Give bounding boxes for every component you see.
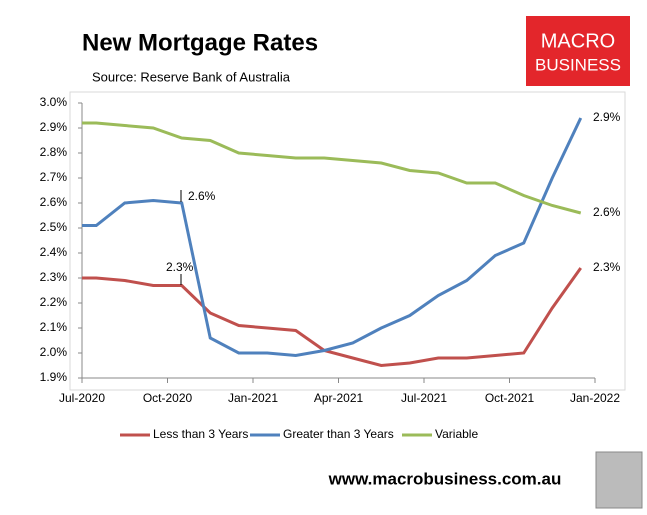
chart-subtitle: Source: Reserve Bank of Australia <box>92 69 291 84</box>
x-tick-label: Oct-2021 <box>485 391 535 405</box>
y-tick-label: 3.0% <box>40 95 68 109</box>
chart-title: New Mortgage Rates <box>82 29 318 56</box>
y-tick-label: 2.2% <box>40 295 68 309</box>
legend-label: Greater than 3 Years <box>283 427 394 441</box>
annotation: 2.6% <box>188 189 216 203</box>
plot-frame <box>69 91 626 391</box>
website: www.macrobusiness.com.au <box>328 469 562 488</box>
x-tick-label: Jan-2021 <box>228 391 278 405</box>
y-tick-label: 2.1% <box>40 320 68 334</box>
legend-label: Variable <box>435 427 478 441</box>
series-line <box>82 117 583 358</box>
y-tick-label: 2.5% <box>40 220 68 234</box>
annotation: 2.3% <box>166 260 194 274</box>
x-tick-label: Jan-2022 <box>570 391 620 405</box>
series-line <box>82 121 582 215</box>
y-tick-label: 2.6% <box>40 195 68 209</box>
legend-label: Less than 3 Years <box>153 427 248 441</box>
annotation: 2.3% <box>593 260 621 274</box>
series-line <box>82 267 582 368</box>
y-tick-label: 2.8% <box>40 145 68 159</box>
logo-text: BUSINESS <box>535 55 621 74</box>
y-tick-label: 2.3% <box>40 270 68 284</box>
x-tick-label: Apr-2021 <box>314 391 364 405</box>
wolf-icon <box>595 451 643 509</box>
y-tick-label: 2.4% <box>40 245 68 259</box>
y-tick-label: 1.9% <box>40 370 68 384</box>
x-tick-label: Jul-2021 <box>401 391 447 405</box>
annotation: 2.9% <box>593 110 621 124</box>
logo-box <box>526 16 630 86</box>
annotation: 2.6% <box>593 205 621 219</box>
y-tick-label: 2.0% <box>40 345 68 359</box>
y-tick-label: 2.7% <box>40 170 68 184</box>
x-tick-label: Jul-2020 <box>59 391 105 405</box>
x-tick-label: Oct-2020 <box>143 391 193 405</box>
y-tick-label: 2.9% <box>40 120 68 134</box>
logo-text: MACRO <box>541 30 615 52</box>
